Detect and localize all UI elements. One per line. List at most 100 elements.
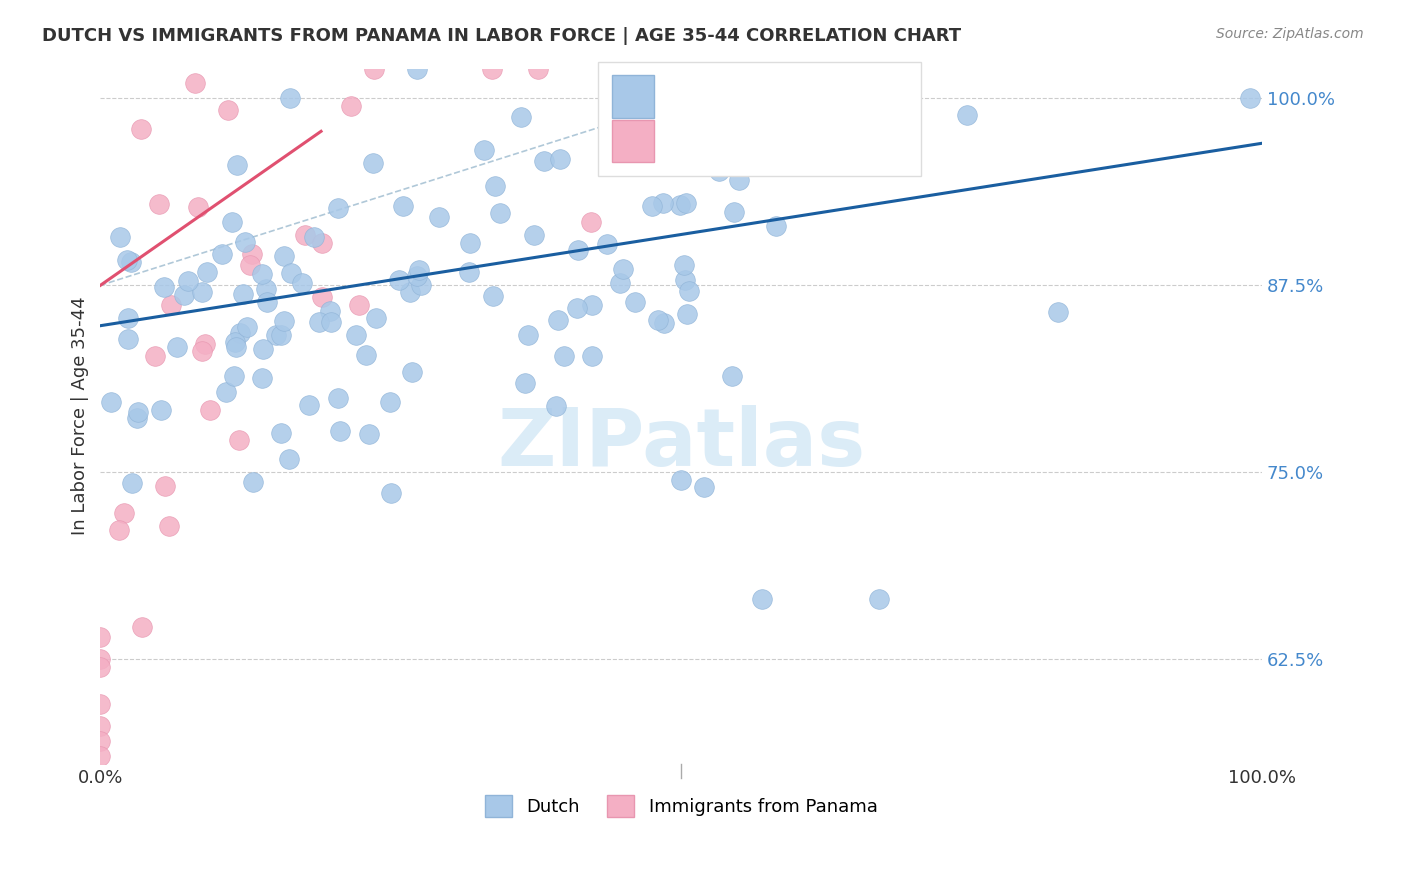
Dutch bbox=[252, 267, 274, 281]
Dutch bbox=[474, 144, 496, 158]
Dutch bbox=[721, 369, 744, 384]
Immigrants from Panama bbox=[160, 298, 183, 312]
Text: Source: ZipAtlas.com: Source: ZipAtlas.com bbox=[1216, 27, 1364, 41]
Immigrants from Panama bbox=[200, 402, 222, 417]
Dutch bbox=[364, 311, 387, 326]
Dutch bbox=[624, 295, 647, 310]
Dutch bbox=[516, 328, 538, 343]
Dutch bbox=[427, 211, 450, 225]
Dutch bbox=[378, 395, 401, 409]
Dutch bbox=[224, 368, 246, 383]
Text: 0.213: 0.213 bbox=[710, 121, 766, 139]
Immigrants from Panama bbox=[89, 652, 111, 666]
Immigrants from Panama bbox=[184, 76, 207, 90]
Immigrants from Panama bbox=[349, 298, 371, 312]
Dutch bbox=[401, 365, 423, 379]
Immigrants from Panama bbox=[311, 236, 333, 251]
Immigrants from Panama bbox=[89, 719, 111, 733]
Dutch bbox=[654, 317, 676, 331]
Dutch bbox=[380, 486, 402, 500]
Immigrants from Panama bbox=[191, 344, 214, 359]
Dutch bbox=[326, 392, 349, 406]
Dutch bbox=[745, 110, 768, 124]
Dutch bbox=[298, 398, 321, 412]
Immigrants from Panama bbox=[481, 62, 503, 76]
Dutch bbox=[509, 110, 531, 124]
Dutch bbox=[398, 285, 420, 300]
Legend: Dutch, Immigrants from Panama: Dutch, Immigrants from Panama bbox=[478, 788, 884, 824]
Dutch bbox=[195, 265, 218, 279]
Immigrants from Panama bbox=[89, 630, 111, 644]
Immigrants from Panama bbox=[228, 433, 250, 447]
Immigrants from Panama bbox=[363, 62, 385, 76]
Dutch bbox=[264, 328, 287, 343]
Immigrants from Panama bbox=[311, 290, 333, 304]
Dutch bbox=[723, 205, 745, 219]
Dutch bbox=[152, 280, 174, 294]
Dutch bbox=[565, 301, 588, 315]
Dutch bbox=[215, 384, 238, 399]
Dutch bbox=[354, 348, 377, 362]
Immigrants from Panama bbox=[157, 518, 180, 533]
Immigrants from Panama bbox=[194, 337, 217, 351]
Dutch bbox=[280, 266, 302, 280]
Dutch bbox=[108, 230, 131, 244]
Dutch bbox=[120, 254, 142, 268]
Text: N =: N = bbox=[794, 121, 834, 139]
Dutch bbox=[270, 425, 292, 440]
Dutch bbox=[273, 249, 295, 263]
Dutch bbox=[127, 405, 149, 419]
Immigrants from Panama bbox=[579, 215, 602, 229]
Dutch bbox=[523, 227, 546, 242]
Text: R =: R = bbox=[668, 75, 707, 93]
Dutch bbox=[291, 276, 314, 290]
Dutch bbox=[408, 263, 430, 277]
Dutch bbox=[675, 195, 697, 210]
Immigrants from Panama bbox=[112, 507, 135, 521]
Dutch bbox=[533, 154, 555, 169]
Dutch bbox=[707, 163, 730, 178]
Immigrants from Panama bbox=[89, 734, 111, 748]
Dutch bbox=[513, 376, 536, 390]
Immigrants from Panama bbox=[242, 247, 264, 261]
Dutch bbox=[278, 91, 301, 105]
Dutch bbox=[956, 108, 979, 122]
Immigrants from Panama bbox=[89, 749, 111, 764]
Dutch bbox=[308, 315, 330, 329]
Point bbox=[669, 473, 692, 487]
Dutch bbox=[211, 247, 233, 261]
Dutch bbox=[224, 335, 246, 350]
Dutch bbox=[678, 284, 700, 298]
Dutch bbox=[229, 326, 252, 340]
Dutch bbox=[177, 274, 200, 288]
Text: 109: 109 bbox=[834, 75, 872, 93]
Text: 34: 34 bbox=[834, 121, 859, 139]
Immigrants from Panama bbox=[89, 659, 111, 673]
Dutch bbox=[553, 349, 575, 363]
Immigrants from Panama bbox=[148, 196, 170, 211]
Dutch bbox=[647, 312, 669, 326]
Immigrants from Panama bbox=[339, 99, 361, 113]
Immigrants from Panama bbox=[294, 227, 316, 242]
Dutch bbox=[581, 349, 603, 363]
Dutch bbox=[256, 282, 278, 296]
Immigrants from Panama bbox=[129, 121, 152, 136]
Dutch bbox=[724, 100, 747, 114]
Dutch bbox=[406, 268, 429, 283]
Text: R =: R = bbox=[668, 121, 707, 139]
Dutch bbox=[673, 273, 696, 287]
Point bbox=[868, 592, 890, 607]
Dutch bbox=[235, 319, 257, 334]
Dutch bbox=[225, 340, 247, 354]
Dutch bbox=[328, 201, 350, 215]
Y-axis label: In Labor Force | Age 35-44: In Labor Force | Age 35-44 bbox=[72, 297, 89, 535]
Dutch bbox=[361, 156, 384, 170]
Immigrants from Panama bbox=[239, 258, 262, 272]
Dutch bbox=[392, 199, 415, 213]
Dutch bbox=[117, 253, 139, 268]
Dutch bbox=[411, 278, 433, 293]
Dutch bbox=[567, 243, 589, 257]
Dutch bbox=[675, 307, 697, 321]
Immigrants from Panama bbox=[131, 620, 153, 634]
Dutch bbox=[481, 289, 503, 303]
